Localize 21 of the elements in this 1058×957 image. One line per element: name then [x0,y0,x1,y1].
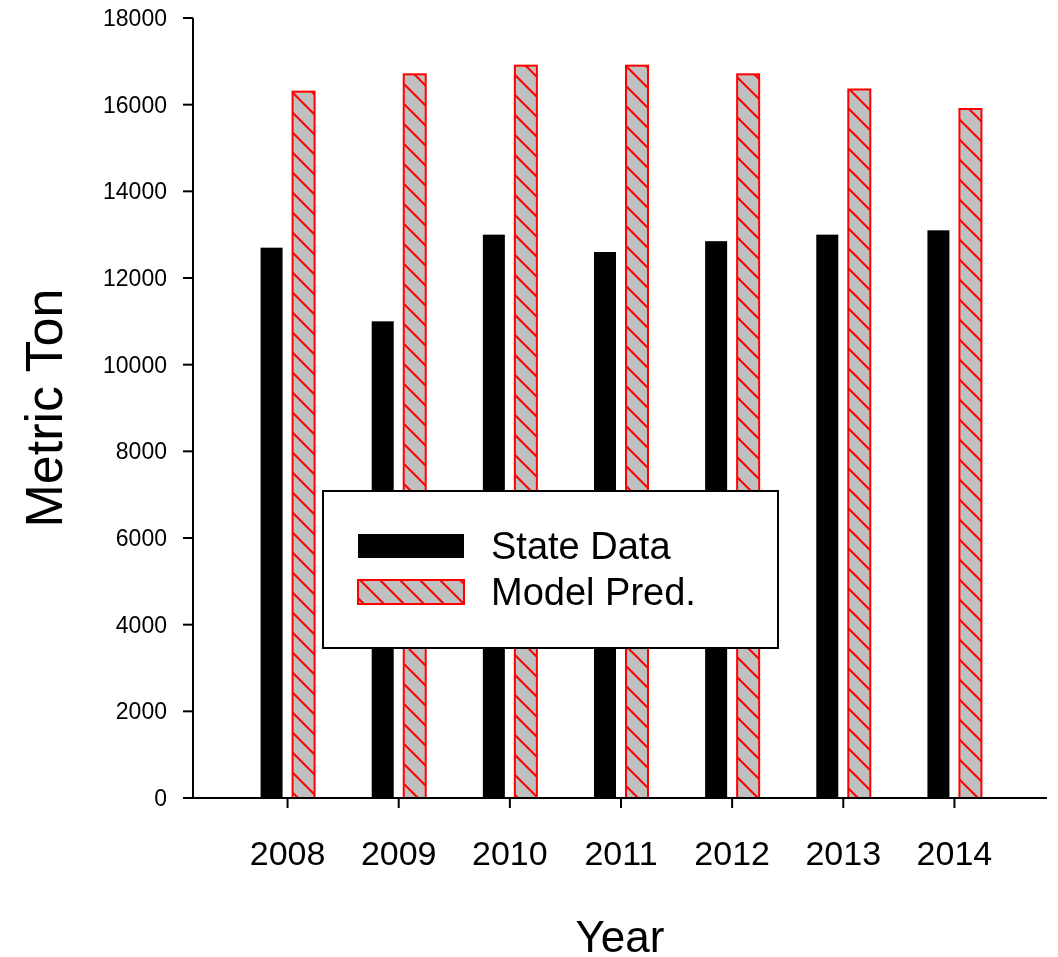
x-tick-label: 2012 [694,834,770,872]
y-tick-label: 8000 [115,438,167,465]
y-tick-label: 4000 [115,611,167,638]
x-tick-label: 2013 [805,834,882,872]
legend-label: Model Pred. [491,571,696,614]
y-tick-label: 12000 [103,265,167,292]
x-tick-label: 2011 [584,834,658,872]
y-axis-title: Metric Ton [15,288,73,528]
y-tick-label: 18000 [103,5,167,32]
y-tick-label: 10000 [103,351,167,378]
y-tick-label: 6000 [115,525,167,552]
x-tick-label: 2014 [916,834,993,872]
y-tick-label: 14000 [103,178,167,205]
y-tick-label: 0 [154,785,167,812]
x-axis-title: Year [575,912,665,957]
y-tick-label: 16000 [103,91,167,118]
x-tick-label: 2010 [472,834,548,872]
x-tick-label: 2009 [360,834,437,872]
legend-label: State Data [491,525,672,568]
y-tick-label: 2000 [115,698,167,725]
x-tick-label: 2008 [249,834,326,872]
